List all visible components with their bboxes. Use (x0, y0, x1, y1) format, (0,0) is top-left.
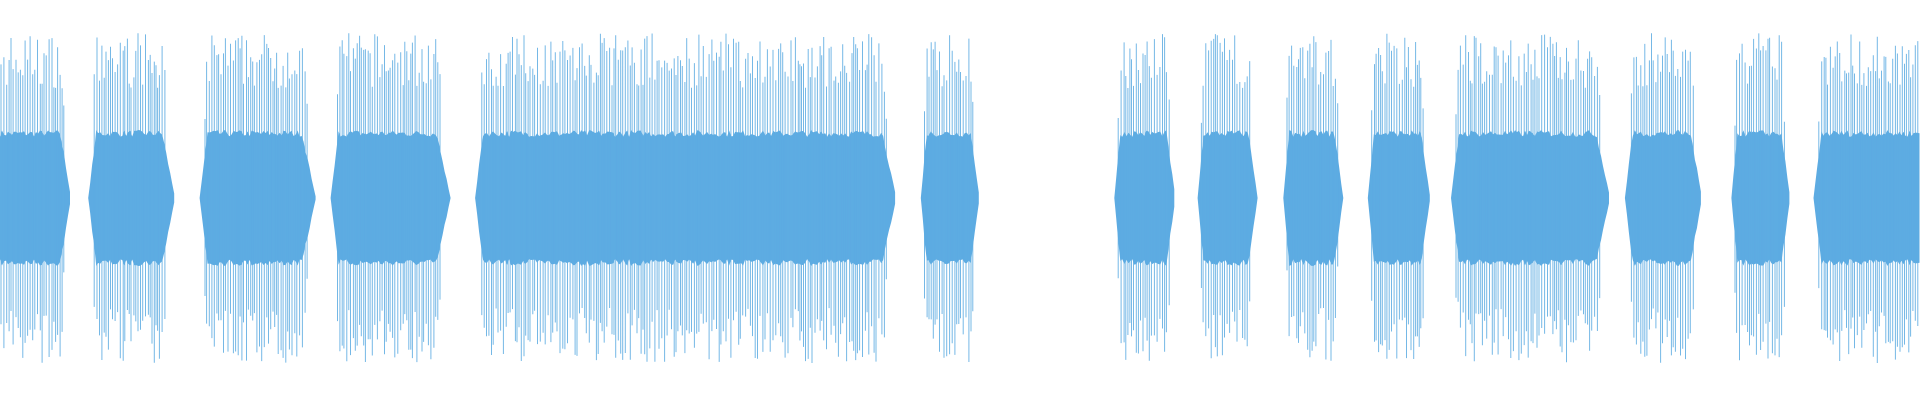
waveform-spikes (1200, 34, 1251, 359)
waveform-spikes (1630, 33, 1694, 363)
waveform-spikes (1286, 36, 1339, 361)
waveform-spikes (1455, 34, 1601, 363)
waveform-spikes (481, 33, 887, 363)
waveform-spikes (204, 35, 308, 363)
waveform-spikes (1818, 34, 1919, 363)
waveform-spikes (0, 36, 65, 363)
waveform-core (1451, 130, 1609, 266)
waveform-core (199, 130, 316, 266)
waveform-core (1114, 130, 1175, 266)
waveform-spikes (337, 33, 441, 363)
waveform-spikes (1734, 33, 1785, 361)
waveform-spikes (1371, 33, 1424, 359)
waveform-spikes (93, 33, 166, 363)
waveform-spikes (924, 35, 974, 362)
waveform-core (1367, 130, 1430, 266)
waveform-spikes (1117, 34, 1170, 361)
